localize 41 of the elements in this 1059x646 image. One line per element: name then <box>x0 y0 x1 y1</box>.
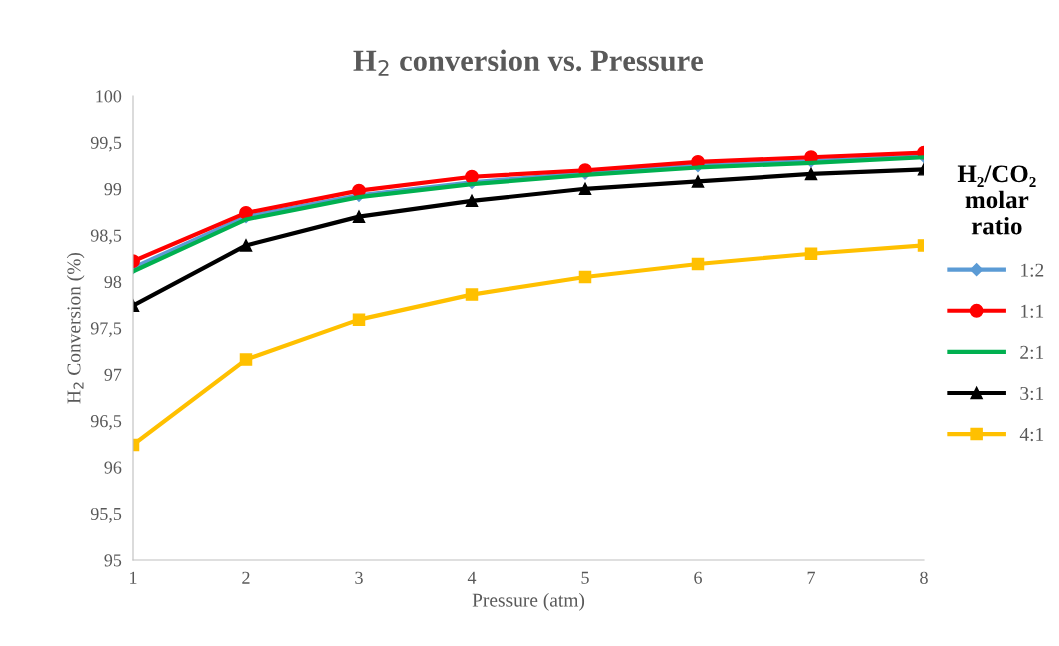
point <box>578 270 592 284</box>
point <box>804 247 818 261</box>
y-tick-label: 95,5 <box>90 507 122 523</box>
y-axis-title: H$_{2}$ Conversion (%) <box>66 252 85 404</box>
point <box>465 169 479 184</box>
point <box>465 194 479 208</box>
y-tick-label: 96,5 <box>90 415 122 430</box>
legend-label: 2:1 <box>1020 345 1044 359</box>
x-tick-label: 3 <box>355 571 363 584</box>
legend-label: 1:1 <box>1021 304 1044 318</box>
x-tick-label: 7 <box>807 571 815 584</box>
x-tick-label: 4 <box>467 571 477 584</box>
legend-label: 3:1 <box>1020 386 1044 401</box>
legend-label: 1:2 <box>1021 263 1044 277</box>
y-tick-label: 97 <box>104 368 122 381</box>
x-tick-label: 5 <box>581 571 589 584</box>
y-tick-label: 98 <box>104 275 122 289</box>
legend-title: H₂/CO₂ molar ratio <box>957 165 1036 235</box>
x-tick-label: 6 <box>694 571 702 584</box>
x-axis-title: Pressure (atm) <box>472 593 585 611</box>
y-tick-label: 100 <box>96 90 122 103</box>
x-tick-label: 8 <box>920 571 928 584</box>
point <box>691 257 705 271</box>
y-tick-label: 97,5 <box>90 322 122 338</box>
chart-title: H$_{2}$ conversion vs. Pressure <box>353 49 703 76</box>
point <box>691 175 705 188</box>
y-tick-label: 98,5 <box>90 229 122 245</box>
y-tick-label: 96 <box>104 461 122 474</box>
y-tick-label: 99 <box>104 183 122 196</box>
x-tick-label: 2 <box>242 571 250 584</box>
point <box>465 288 479 301</box>
x-tick-label: 1 <box>130 571 137 584</box>
y-tick-label: 95 <box>104 554 122 567</box>
point <box>352 313 366 326</box>
point <box>804 167 818 181</box>
legend-label: 4:1 <box>1019 428 1044 442</box>
point <box>578 182 592 196</box>
point <box>352 210 366 223</box>
point <box>239 239 253 252</box>
point <box>239 353 253 366</box>
y-tick-label: 99,5 <box>90 136 122 152</box>
